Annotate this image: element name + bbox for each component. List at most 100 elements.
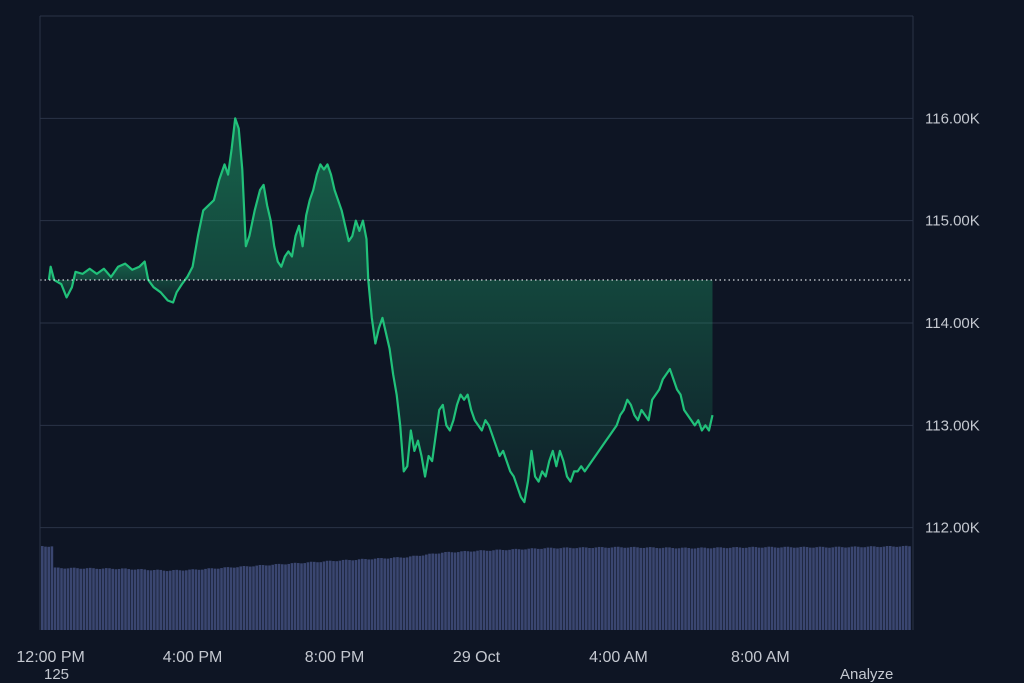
volume-bar [149, 570, 153, 630]
volume-bar [668, 547, 671, 630]
volume-bar [69, 567, 73, 630]
volume-bar [82, 568, 86, 630]
volume-bar [383, 558, 386, 630]
volume-bar [255, 565, 258, 630]
volume-bar [188, 569, 191, 630]
volume-bar [313, 561, 316, 630]
volume-bar [588, 547, 591, 630]
volume-bar [815, 547, 818, 630]
volume-bar [805, 547, 809, 630]
volume-bar [767, 546, 770, 630]
volume-bar [485, 550, 489, 630]
volume-bar [319, 562, 322, 630]
volume-bar [514, 548, 518, 630]
volume-bar [210, 568, 214, 630]
volume-bar [399, 557, 402, 630]
volume-bar [85, 568, 89, 630]
volume-bar [172, 570, 175, 630]
volume-bar [847, 547, 850, 630]
volume-bar [380, 558, 383, 630]
volume-bar [684, 547, 687, 630]
volume-bar [41, 546, 44, 630]
volume-bar [773, 547, 777, 630]
volume-bar [76, 568, 79, 630]
volume-bar [569, 547, 572, 630]
price-line-up-segment [184, 117, 714, 504]
volume-bar [633, 546, 636, 630]
y-axis-labels: 112.00K 113.00K 114.00K 115.00K 116.00K [925, 110, 980, 536]
volume-bar [364, 559, 367, 630]
volume-bar [607, 547, 610, 630]
volume-bar [613, 546, 617, 630]
volume-bar [527, 548, 530, 630]
volume-bar [351, 560, 354, 630]
volume-bar [303, 563, 306, 630]
volume-bar [546, 547, 550, 630]
volume-bar [898, 546, 902, 630]
volume-bar [450, 552, 454, 630]
volume-bar [524, 549, 527, 630]
volume-bar [709, 548, 713, 630]
volume-bar [444, 551, 447, 630]
y-tick-label: 113.00K [925, 417, 980, 434]
y-tick-label: 115.00K [925, 213, 980, 230]
volume-bar [575, 548, 578, 630]
volume-bar [857, 546, 860, 630]
volume-bar [876, 546, 879, 630]
volume-bar [201, 569, 204, 630]
volume-bar [825, 547, 828, 630]
volume-bar [197, 569, 201, 630]
volume-bar [111, 568, 114, 630]
volume-bar [335, 561, 338, 630]
volume-bar [268, 565, 271, 630]
volume-bar [306, 562, 310, 630]
volume-bar [799, 546, 802, 630]
volume-bar [722, 547, 726, 630]
volume-bar [329, 560, 332, 630]
volume-bar [261, 565, 265, 630]
volume-bar [92, 568, 95, 630]
volume-bar [249, 566, 252, 630]
volume-bar [140, 568, 143, 630]
volume-bar [290, 563, 294, 630]
volume-bar [146, 570, 150, 630]
volume-bar [463, 550, 466, 630]
volume-bar [204, 568, 207, 630]
volume-bar [361, 558, 364, 630]
volume-bar [124, 568, 127, 630]
volume-bar [495, 549, 498, 630]
volume-bar [770, 546, 774, 630]
volume-bar [521, 549, 524, 630]
volume-bar [604, 547, 607, 630]
volume-bar [207, 568, 210, 630]
volume-bar [143, 569, 146, 630]
volume-bar [293, 562, 297, 630]
volume-bar [777, 547, 780, 630]
volume-bar [821, 546, 825, 630]
y-tick-label: 112.00K [925, 520, 980, 537]
volume-bar [636, 547, 639, 630]
volume-bar [741, 547, 745, 630]
volume-bar [322, 561, 326, 630]
volume-bar [469, 551, 473, 630]
volume-bar [508, 549, 511, 630]
volume-bar [332, 561, 335, 630]
volume-bar [585, 547, 588, 630]
volume-bar [175, 569, 178, 630]
volume-bar [537, 548, 540, 630]
volume-bar [233, 567, 236, 630]
volume-bar [751, 546, 754, 630]
volume-bar [687, 548, 690, 630]
volume-bar [402, 557, 406, 630]
volume-bar [258, 564, 262, 630]
volume-bar [178, 570, 182, 630]
volume-bar [610, 547, 614, 630]
volume-bar [108, 568, 111, 630]
volume-bar [716, 547, 719, 630]
volume-bar [223, 567, 226, 630]
volume-bar [665, 547, 668, 630]
analyze-button[interactable]: Analyze [840, 666, 894, 683]
volume-bar [53, 567, 57, 630]
volume-bar [130, 569, 134, 630]
